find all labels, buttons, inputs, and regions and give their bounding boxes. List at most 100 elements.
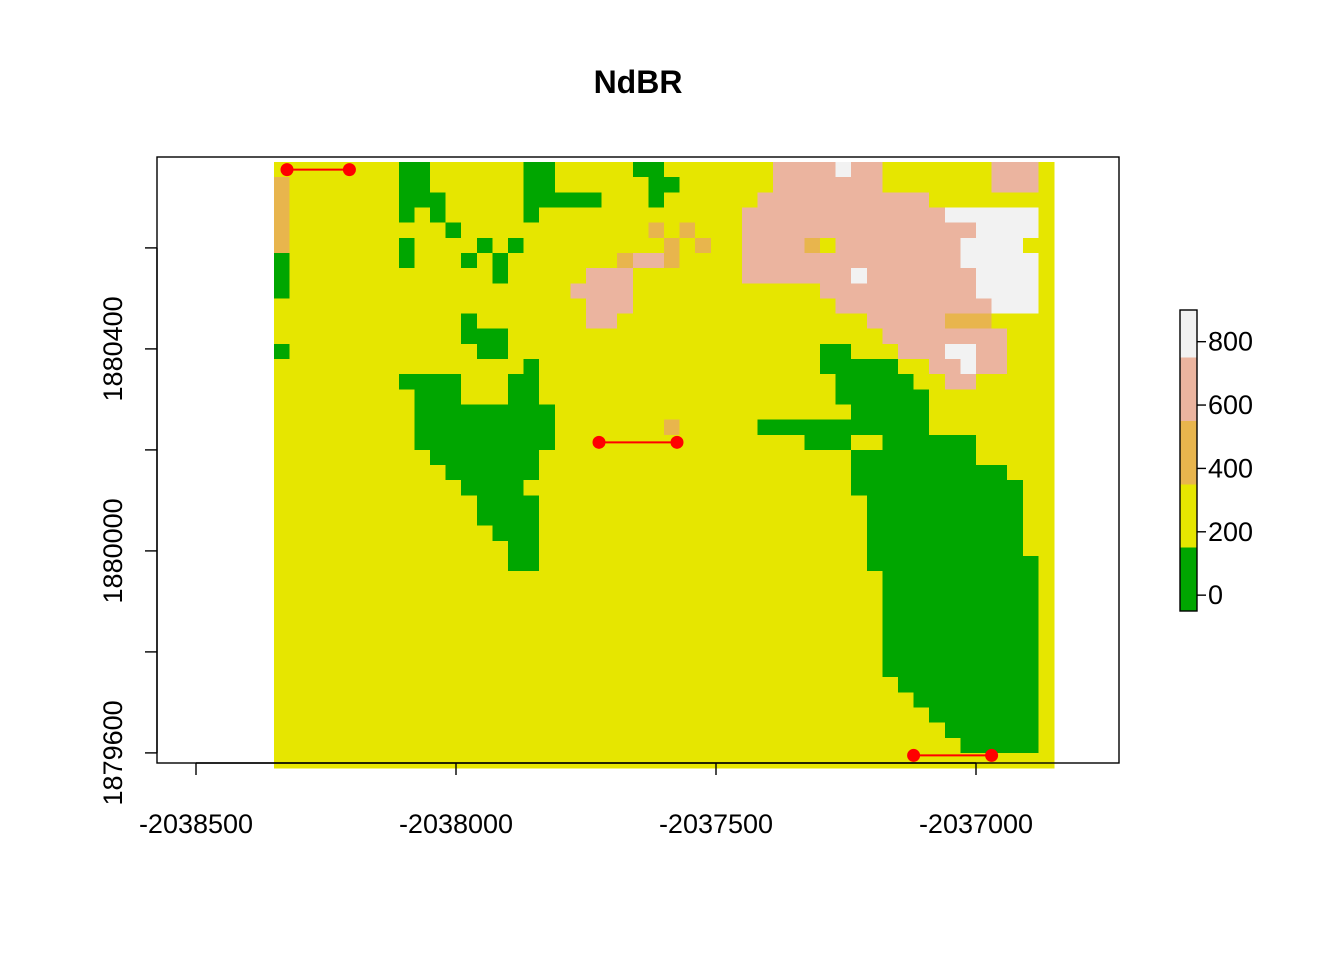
raster-cell [617, 237, 634, 254]
raster-cell [508, 252, 525, 269]
raster-cell [835, 252, 852, 269]
raster-cell [305, 434, 322, 451]
raster-cell [1007, 601, 1024, 618]
raster-cell [570, 389, 587, 406]
raster-cell [991, 283, 1008, 299]
raster-cell [336, 662, 353, 678]
raster-cell [788, 586, 805, 602]
raster-cell [430, 525, 447, 542]
raster-cell [445, 555, 462, 572]
raster-cell [617, 283, 634, 299]
raster-cell [570, 359, 587, 375]
raster-cell [773, 268, 790, 284]
raster-cell [1007, 207, 1024, 224]
raster-cell [898, 359, 915, 375]
raster-cell [820, 662, 837, 678]
raster-cell [898, 525, 915, 542]
raster-cell [960, 374, 977, 390]
raster-cell [866, 631, 883, 648]
raster-cell [835, 343, 852, 360]
raster-cell [274, 555, 291, 572]
raster-cell [960, 419, 977, 436]
raster-cell [383, 662, 400, 678]
raster-cell [383, 162, 400, 178]
raster-cell [820, 586, 837, 602]
raster-cell [367, 374, 384, 390]
raster-cell [445, 692, 462, 709]
raster-cell [1007, 237, 1024, 254]
raster-cell [804, 692, 821, 709]
raster-cell [710, 252, 727, 269]
raster-cell [866, 434, 883, 451]
raster-cell [601, 601, 618, 618]
raster-cell [632, 389, 649, 406]
raster-cell [274, 343, 291, 360]
raster-cell [960, 677, 977, 693]
raster-cell [586, 237, 603, 254]
raster-cell [508, 662, 525, 678]
raster-cell [960, 192, 977, 209]
raster-cell [554, 540, 571, 557]
raster-cell [742, 495, 759, 512]
raster-cell [554, 449, 571, 466]
raster-cell [710, 752, 727, 769]
raster-cell [523, 480, 540, 496]
raster-cell [383, 237, 400, 254]
raster-cell [570, 237, 587, 254]
raster-cell [476, 449, 493, 466]
raster-cell [632, 465, 649, 481]
raster-cell [508, 525, 525, 542]
raster-cell [632, 510, 649, 527]
raster-cell [1022, 465, 1039, 481]
raster-cell [679, 677, 696, 693]
raster-cell [508, 237, 525, 254]
raster-cell [976, 177, 993, 193]
raster-cell [523, 525, 540, 542]
raster-cell [476, 646, 493, 663]
raster-cell [539, 434, 556, 451]
raster-cell [804, 707, 821, 724]
raster-cell [882, 662, 899, 678]
raster-cell [851, 737, 868, 754]
raster-cell [960, 707, 977, 724]
raster-cell [305, 646, 322, 663]
raster-cell [476, 222, 493, 239]
raster-cell [664, 616, 681, 633]
raster-cell [461, 404, 478, 421]
raster-cell [289, 298, 306, 315]
raster-cell [617, 162, 634, 178]
raster-cell [367, 222, 384, 239]
raster-cell [976, 313, 993, 330]
raster-cell [898, 313, 915, 330]
raster-cell [851, 268, 868, 284]
raster-cell [835, 222, 852, 239]
raster-cell [710, 222, 727, 239]
raster-cell [383, 707, 400, 724]
raster-cell [430, 480, 447, 496]
raster-cell [898, 662, 915, 678]
raster-cell [820, 298, 837, 315]
raster-cell [508, 162, 525, 178]
raster-cell [554, 601, 571, 618]
raster-cell [944, 480, 961, 496]
raster-cell [944, 586, 961, 602]
y-tick-label: 1880400 [98, 296, 128, 401]
raster-cell [554, 480, 571, 496]
raster-cell [882, 268, 899, 284]
raster-cell [367, 465, 384, 481]
raster-cell [352, 343, 369, 360]
raster-cell [710, 283, 727, 299]
raster-cell [617, 525, 634, 542]
raster-cell [866, 222, 883, 239]
raster-cell [835, 525, 852, 542]
raster-cell [710, 525, 727, 542]
raster-cell [648, 495, 665, 512]
raster-cell [305, 389, 322, 406]
raster-cell [664, 586, 681, 602]
raster-cell [898, 434, 915, 451]
raster-cell [1007, 449, 1024, 466]
raster-cell [944, 646, 961, 663]
raster-cell [632, 343, 649, 360]
raster-cell [664, 631, 681, 648]
raster-cell [554, 571, 571, 587]
